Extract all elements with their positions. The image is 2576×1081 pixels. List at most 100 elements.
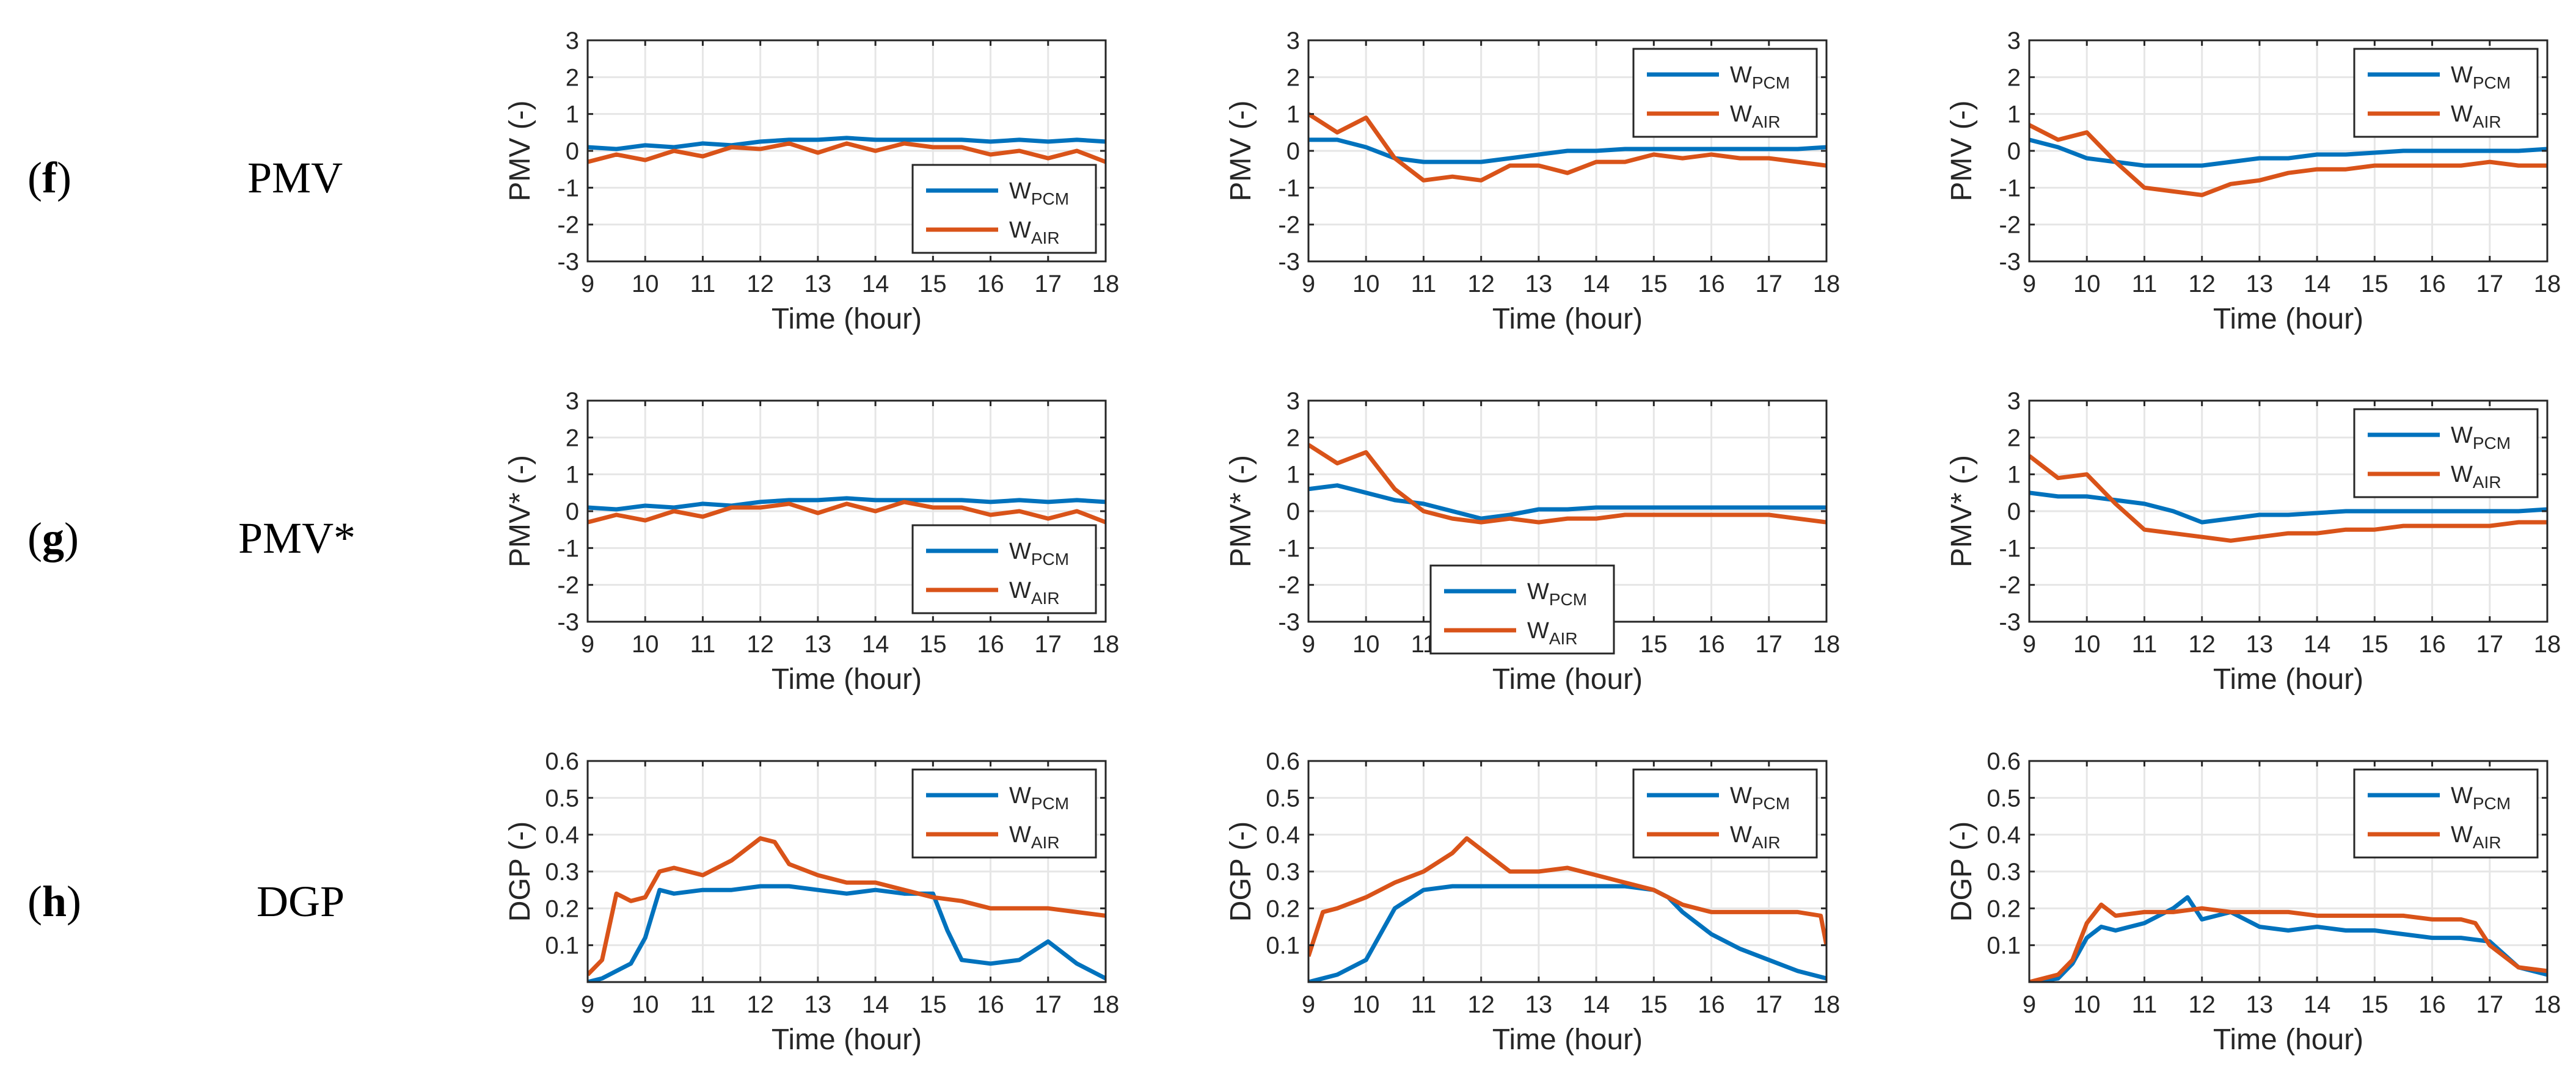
tick-label-y: 0.3 — [1987, 859, 2021, 886]
tick-label-y: 3 — [2007, 388, 2021, 415]
tick-label-x: 13 — [1525, 271, 1553, 297]
tick-label-y: -3 — [1278, 609, 1300, 636]
tick-label-y: 0.1 — [1987, 933, 2021, 959]
x-axis-label: Time (hour) — [2213, 663, 2363, 696]
tick-label-y: 0.5 — [1266, 785, 1300, 812]
legend: WPCM WAIR — [2353, 768, 2539, 859]
tick-label-y: 2 — [1286, 64, 1300, 91]
row-name-pmv-star: PMV* — [238, 514, 356, 562]
tick-label-y: 1 — [1286, 101, 1300, 128]
tick-label-x: 9 — [581, 631, 594, 658]
tick-label-x: 18 — [2534, 991, 2561, 1018]
series-line-air — [2029, 123, 2547, 197]
tick-label-x: 11 — [690, 991, 716, 1018]
tick-label-x: 10 — [1352, 991, 1380, 1018]
tick-label-x: 18 — [1092, 991, 1120, 1018]
tick-label-y: 3 — [566, 27, 579, 54]
tick-label-x: 18 — [2534, 271, 2561, 297]
tick-label-x: 10 — [2073, 271, 2101, 297]
legend-label-air: WAIR — [1009, 578, 1060, 608]
series-line-pcm — [588, 496, 1106, 512]
tick-label-x: 10 — [2073, 991, 2101, 1018]
tick-label-y: -3 — [557, 249, 579, 275]
tick-label-y: 0.2 — [1987, 895, 2021, 922]
legend: WPCM WAIR — [911, 768, 1097, 859]
tick-label-x: 13 — [805, 631, 832, 658]
tick-label-y: -2 — [1999, 212, 2021, 239]
legend-label-air: WAIR — [2451, 822, 2501, 852]
tick-label-x: 16 — [1698, 991, 1725, 1018]
tick-label-y: 0.2 — [1266, 895, 1300, 922]
y-axis-label: PMV (-) — [1946, 100, 1978, 201]
legend-label-pcm: WPCM — [1009, 178, 1069, 208]
tick-label-x: 14 — [862, 631, 889, 658]
tick-label-y: 0.2 — [545, 895, 579, 922]
tick-label-x: 17 — [2476, 271, 2504, 297]
tick-label-x: 11 — [2132, 991, 2158, 1018]
row-letter-h: (h) — [27, 877, 81, 926]
tick-label-y: -1 — [1278, 535, 1300, 562]
tick-label-x: 15 — [2361, 271, 2388, 297]
tick-label-x: 12 — [1467, 271, 1495, 297]
tick-label-x: 18 — [1813, 631, 1841, 658]
series-line-air — [2029, 454, 2547, 543]
tick-label-x: 12 — [746, 991, 774, 1018]
series-line-air — [588, 141, 1106, 164]
series-line-air — [2029, 902, 2547, 982]
series-line-pcm — [1308, 483, 1826, 521]
legend-label-pcm: WPCM — [1730, 62, 1790, 92]
legend-label-air: WAIR — [1730, 101, 1781, 131]
legend: WPCM WAIR — [1632, 768, 1818, 859]
tick-label-x: 12 — [746, 631, 774, 658]
tick-label-x: 9 — [2023, 631, 2036, 658]
tick-label-x: 17 — [1756, 991, 1783, 1018]
tick-label-x: 12 — [2188, 991, 2216, 1018]
tick-label-x: 13 — [2246, 271, 2274, 297]
tick-label-x: 15 — [1640, 271, 1668, 297]
tick-label-x: 16 — [977, 271, 1004, 297]
tick-label-y: 3 — [2007, 27, 2021, 54]
tick-label-x: 16 — [2418, 631, 2446, 658]
legend: WPCM WAIR — [911, 164, 1097, 254]
tick-label-x: 17 — [2476, 631, 2504, 658]
y-axis-label: PMV* (-) — [504, 455, 536, 567]
series-line-pcm — [588, 136, 1106, 151]
series-line-pcm — [2029, 895, 2547, 982]
legend-label-pcm: WPCM — [1009, 539, 1069, 569]
tick-label-y: 2 — [1286, 424, 1300, 451]
tick-label-x: 17 — [1035, 631, 1062, 658]
legend: WPCM WAIR — [1632, 48, 1818, 138]
tick-label-y: 3 — [1286, 388, 1300, 415]
x-axis-label: Time (hour) — [772, 663, 922, 696]
tick-label-y: -1 — [1999, 175, 2021, 202]
tick-label-x: 18 — [2534, 631, 2561, 658]
tick-label-x: 17 — [1035, 991, 1062, 1018]
tick-label-y: -2 — [557, 572, 579, 599]
series-line-air — [1308, 112, 1826, 183]
tick-label-y: -2 — [1278, 572, 1300, 599]
y-axis-label: DGP (-) — [1946, 821, 1978, 922]
legend-label-pcm: WPCM — [2451, 783, 2511, 813]
tick-label-x: 9 — [1302, 991, 1315, 1018]
tick-label-x: 11 — [1411, 271, 1437, 297]
tick-label-x: 11 — [690, 271, 716, 297]
tick-label-x: 14 — [2304, 271, 2331, 297]
row-label-h: (h) DGP — [27, 877, 345, 926]
tick-label-x: 16 — [1698, 271, 1725, 297]
series-line-air — [588, 500, 1106, 525]
legend-label-air: WAIR — [1730, 822, 1781, 852]
tick-label-y: -1 — [1999, 535, 2021, 562]
tick-label-y: 0.4 — [545, 822, 579, 849]
tick-label-x: 9 — [1302, 271, 1315, 297]
legend: WPCM WAIR — [2353, 408, 2539, 498]
legend-label-pcm: WPCM — [1009, 783, 1069, 813]
series-line-pcm — [1308, 884, 1826, 982]
y-axis-label: DGP (-) — [504, 821, 536, 922]
tick-label-y: 0.1 — [1266, 933, 1300, 959]
